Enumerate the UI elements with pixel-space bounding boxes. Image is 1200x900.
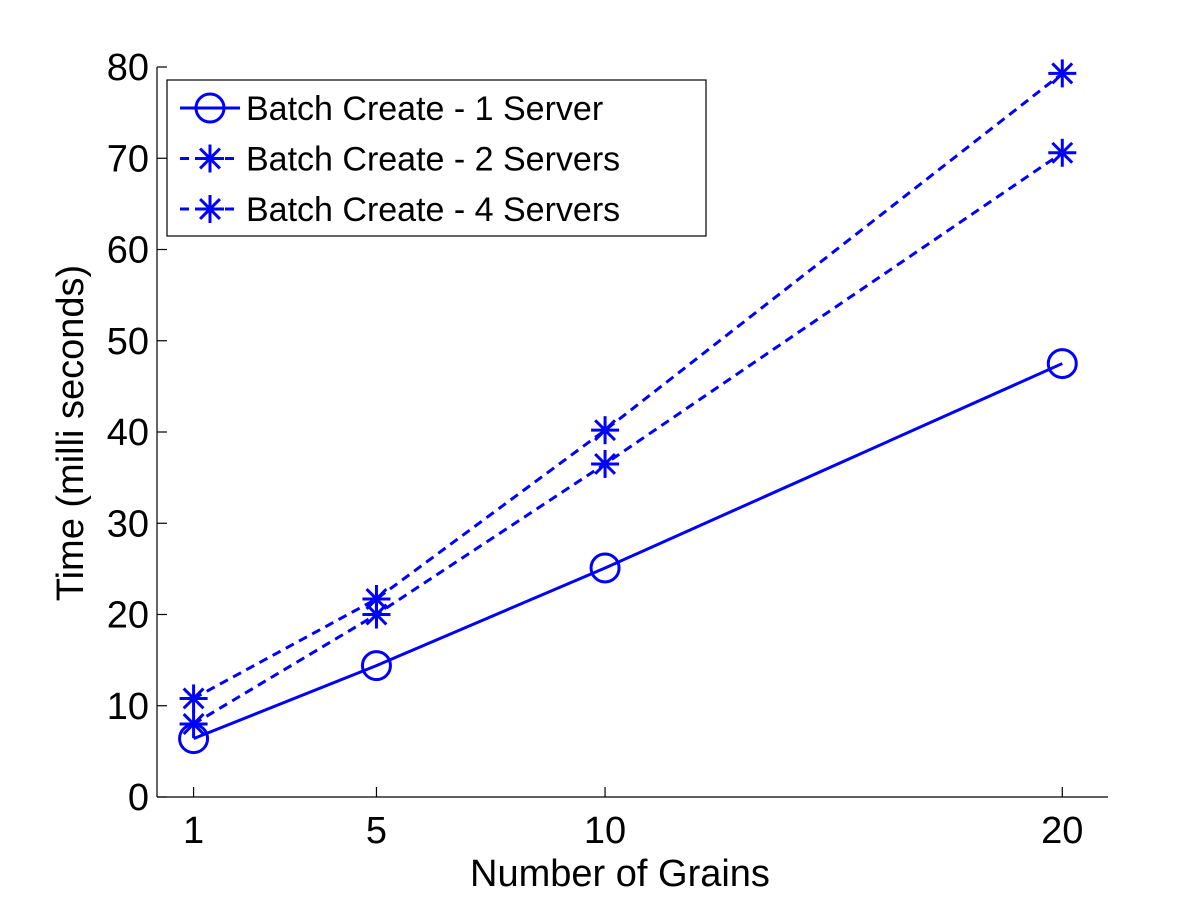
asterisk-marker [179,684,208,713]
y-tick-label: 40 [107,412,149,454]
legend-box [166,79,707,237]
plot-area: 0 10 20 30 40 50 60 70 80 1 5 10 20 [107,47,1108,852]
asterisk-marker [196,195,224,223]
y-tick-label: 20 [107,595,149,637]
x-axis-title: Number of Grains [470,853,770,895]
circle-marker [589,552,621,584]
y-tick-label: 30 [107,503,149,545]
legend-label: Batch Create - 2 Servers [246,141,620,179]
asterisk-marker [362,584,391,613]
circle-marker [194,92,226,124]
circle-marker [1046,348,1078,380]
y-tick-label: 50 [107,321,149,363]
y-tick-label: 10 [107,686,149,728]
circle-marker [360,650,392,682]
x-tick-label: 20 [1041,810,1083,852]
y-tick-label: 0 [128,777,149,819]
x-tick-label: 1 [183,810,204,852]
asterisk-marker [362,600,391,629]
asterisk-marker [1048,59,1077,88]
series-line [193,362,1063,740]
y-axis-title: Time (milli seconds) [50,265,92,601]
x-tick-label: 10 [584,810,626,852]
x-tick-label: 5 [366,810,387,852]
y-tick-label: 80 [107,47,149,89]
asterisk-marker [196,144,224,173]
series-line [192,72,1064,700]
legend-item: Batch Create - 1 Server [180,90,603,128]
legend-item: Batch Create - 4 Servers [180,191,620,229]
legend-label: Batch Create - 1 Server [246,90,603,128]
series-1 [178,348,1078,755]
asterisk-marker [591,416,620,445]
legend-item: Batch Create - 2 Servers [180,141,620,179]
legend-label: Batch Create - 4 Servers [246,191,620,229]
y-tick-label: 70 [107,138,149,180]
series-3 [179,59,1077,713]
asterisk-marker [179,710,208,738]
series-2 [179,138,1077,738]
series-line [192,151,1064,726]
series-layer [178,59,1078,755]
legend: Batch Create - 1 Server Batch Create - 2 … [166,79,707,237]
y-tick-label: 60 [107,230,149,272]
asterisk-marker [1048,138,1077,167]
asterisk-marker [591,449,620,478]
